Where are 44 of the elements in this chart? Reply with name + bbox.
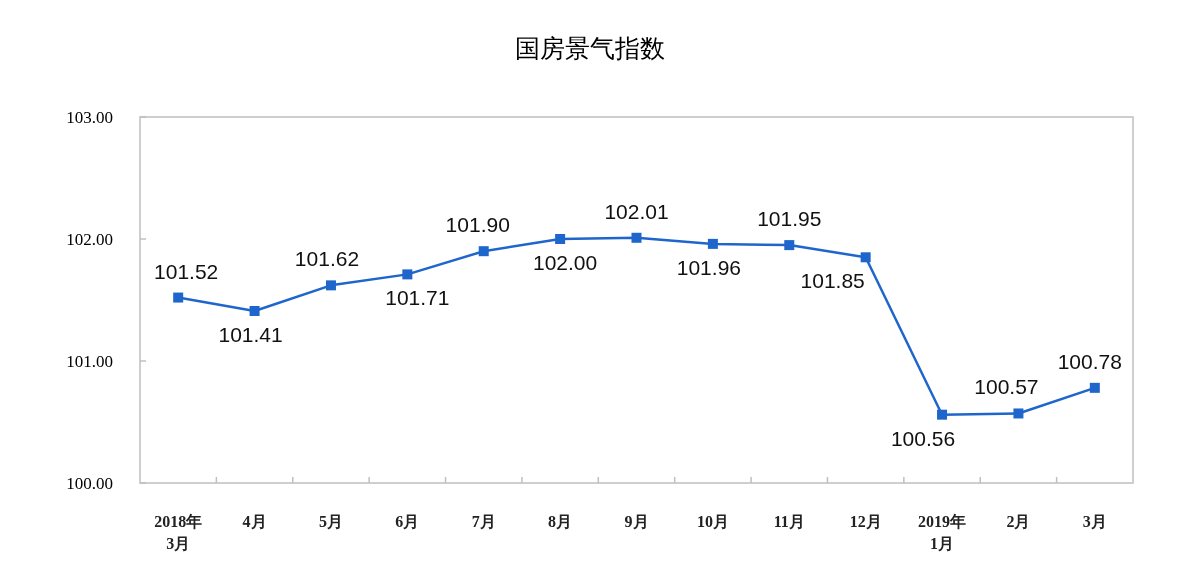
y-tick-label: 101.00 <box>66 352 113 371</box>
point <box>249 305 260 316</box>
point <box>937 409 948 420</box>
x-tick-label: 8月 <box>548 513 573 530</box>
text: 102.00 <box>533 251 598 274</box>
text: 101.90 <box>445 213 510 237</box>
y-tick-label: 103.00 <box>66 108 113 127</box>
x-tick-label: 5月 <box>318 513 343 530</box>
text: 101.52 <box>154 259 219 283</box>
text: 101.41 <box>218 322 283 346</box>
point <box>1013 408 1024 419</box>
text: 101.62 <box>294 247 360 271</box>
y-tick-label: 102.00 <box>66 230 113 249</box>
point <box>402 269 413 280</box>
x-tick-label: 7月 <box>471 513 496 530</box>
text: 101.85 <box>800 269 865 293</box>
point <box>173 292 184 303</box>
point <box>784 240 795 251</box>
point <box>631 232 642 243</box>
x-tick-label: 12月 <box>849 513 882 530</box>
x-tick-label: 9月 <box>624 513 649 530</box>
y-tick-label: 100.00 <box>66 474 113 493</box>
text: 100.78 <box>1057 349 1122 373</box>
x-tick-label: 2019年 1月 <box>918 513 967 552</box>
x-tick-label: 4月 <box>242 513 267 530</box>
text: 101.95 <box>757 207 822 231</box>
title: 国房景气指数 <box>515 34 665 62</box>
text: 101.71 <box>385 286 450 310</box>
point <box>860 252 871 263</box>
point <box>555 234 566 244</box>
x-tick-label: 2018年 3月 <box>154 513 203 552</box>
x-tick-label: 6月 <box>395 513 420 530</box>
x-tick-label: 3月 <box>1082 513 1107 530</box>
point <box>1089 382 1100 393</box>
x-tick-label: 2月 <box>1006 513 1031 530</box>
x-tick-label: 11月 <box>773 513 805 530</box>
text: 100.56 <box>890 426 956 450</box>
x-tick-label: 10月 <box>696 513 729 530</box>
text: 100.57 <box>974 375 1039 399</box>
point <box>707 238 718 249</box>
text: 102.01 <box>604 199 669 223</box>
point <box>478 246 489 257</box>
point <box>325 280 336 291</box>
text: 101.96 <box>676 255 741 279</box>
